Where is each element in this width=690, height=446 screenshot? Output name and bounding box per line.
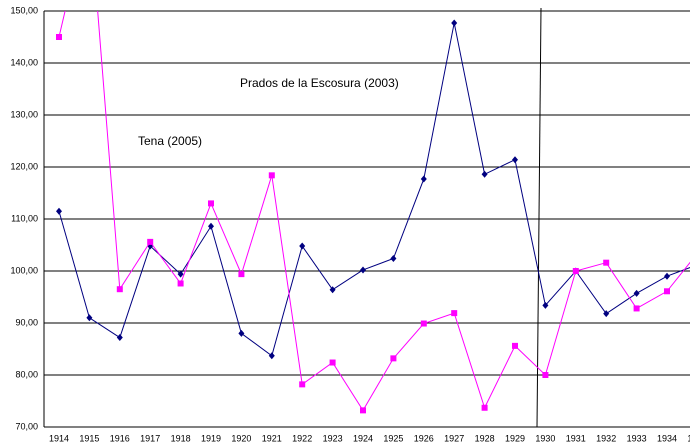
x-tick-label: 1931 xyxy=(566,433,586,443)
x-tick-label: 1930 xyxy=(535,433,555,443)
marker xyxy=(360,407,366,414)
marker xyxy=(360,266,366,274)
marker xyxy=(177,270,184,278)
x-tick-label: 1932 xyxy=(596,433,616,443)
marker xyxy=(208,200,214,207)
marker xyxy=(86,314,93,322)
marker xyxy=(147,238,154,245)
x-tick-label: 1918 xyxy=(171,433,191,443)
marker xyxy=(664,272,670,280)
marker xyxy=(603,259,610,266)
x-tick-label: 1916 xyxy=(110,433,130,443)
x-tick-label: 1926 xyxy=(414,433,434,443)
marker xyxy=(390,355,397,362)
series-line xyxy=(58,11,690,412)
x-tick-label: 1934 xyxy=(657,433,677,443)
x-tick-label: 1933 xyxy=(627,433,647,443)
marker xyxy=(238,329,245,337)
marker xyxy=(56,34,62,40)
marker xyxy=(329,359,336,366)
y-tick-label: 120,00 xyxy=(10,161,38,171)
marker xyxy=(451,19,458,27)
x-tick-label: 1929 xyxy=(505,433,525,443)
marker xyxy=(481,404,488,411)
marker xyxy=(238,271,245,278)
marker xyxy=(329,286,336,294)
grid xyxy=(44,10,690,428)
marker xyxy=(56,207,62,215)
marker xyxy=(420,320,427,327)
marker xyxy=(268,352,275,360)
marker xyxy=(572,268,579,274)
x-tick-label: 1914 xyxy=(49,433,69,443)
y-tick-label: 80,00 xyxy=(15,369,38,379)
x-tick-label: 1925 xyxy=(383,433,403,443)
x-tick-label: 1928 xyxy=(475,433,495,443)
marker xyxy=(390,255,397,263)
series-label: Tena (2005) xyxy=(138,134,202,148)
marker xyxy=(116,286,123,293)
marker xyxy=(481,170,488,178)
marker xyxy=(512,156,518,164)
marker xyxy=(420,175,427,183)
y-tick-label: 130,00 xyxy=(10,109,38,119)
series-line xyxy=(58,22,690,357)
x-tick-label: 1915 xyxy=(79,433,99,443)
y-tick-label: 90,00 xyxy=(15,317,38,327)
marker xyxy=(512,342,518,349)
marker xyxy=(208,222,214,230)
marker xyxy=(299,242,306,250)
y-tick-label: 100,00 xyxy=(10,265,38,275)
x-tick-label: 1923 xyxy=(323,433,343,443)
x-tick-label: 1917 xyxy=(140,433,160,443)
x-tick-label: 1919 xyxy=(201,433,221,443)
y-tick-label: 150,00 xyxy=(10,5,38,15)
marker xyxy=(633,289,640,297)
x-tick-label: 1927 xyxy=(444,433,464,443)
marker xyxy=(299,381,306,388)
marker xyxy=(116,334,123,342)
marker xyxy=(603,310,610,318)
x-tick-label: 1920 xyxy=(231,433,251,443)
series-group xyxy=(56,11,690,414)
marker xyxy=(542,301,549,309)
marker xyxy=(633,305,640,312)
series-label: Prados de la Escosura (2003) xyxy=(240,76,399,90)
y-tick-label: 140,00 xyxy=(10,57,38,67)
y-tick-label: 110,00 xyxy=(11,213,38,223)
x-tick-label: 1935 xyxy=(687,433,690,443)
marker xyxy=(542,372,549,378)
divider-line xyxy=(536,7,542,428)
x-tick-label: 1924 xyxy=(353,433,373,443)
marker xyxy=(664,288,670,295)
marker xyxy=(268,172,275,179)
x-tick-label: 1922 xyxy=(292,433,312,443)
marker xyxy=(177,280,184,287)
y-tick-label: 70,00 xyxy=(15,421,38,431)
x-tick-label: 1921 xyxy=(262,433,282,443)
marker xyxy=(451,310,458,317)
